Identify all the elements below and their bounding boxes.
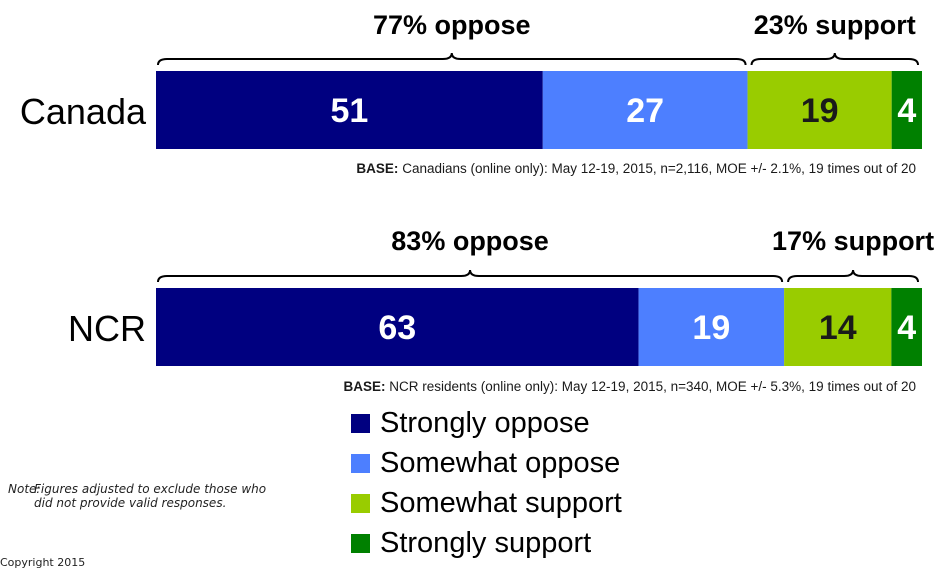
legend-label: Somewhat oppose — [380, 447, 620, 479]
bar-segment — [891, 288, 922, 366]
bar-segment — [891, 71, 922, 149]
data-label: 4 — [897, 309, 916, 347]
footnote-label: Note: — [8, 482, 41, 496]
bar-segment — [156, 288, 639, 366]
oppose-brace — [157, 269, 784, 283]
footnote-text: Figures adjusted to exclude those who di… — [34, 482, 267, 510]
category-label: Canada — [20, 91, 147, 132]
legend-swatch — [351, 494, 370, 513]
support-total-label: 17% support — [772, 226, 934, 256]
footnote: Note: Figures adjusted to exclude those … — [8, 482, 288, 510]
category-label: NCR — [68, 308, 146, 349]
base-note: BASE: NCR residents (online only): May 1… — [343, 379, 916, 394]
oppose-total-label: 77% oppose — [373, 10, 531, 40]
bar-segment — [156, 71, 543, 149]
legend-swatch — [351, 414, 370, 433]
copyright-text: Copyright 2015 — [0, 556, 86, 569]
data-label: 19 — [801, 92, 839, 130]
oppose-brace — [157, 52, 747, 66]
data-label: 63 — [378, 309, 416, 347]
data-label: 19 — [692, 309, 730, 347]
data-label: 14 — [819, 309, 857, 347]
legend-label: Somewhat support — [380, 487, 622, 519]
legend-label: Strongly support — [380, 527, 591, 559]
legend-swatch — [351, 454, 370, 473]
bar-segment — [638, 288, 785, 366]
legend-label: Strongly oppose — [380, 407, 590, 439]
bar-segment — [542, 71, 748, 149]
data-label: 27 — [626, 92, 664, 130]
legend-swatch — [351, 534, 370, 553]
base-note-text: NCR residents (online only): May 12-19, … — [385, 379, 916, 394]
oppose-total-label: 83% oppose — [391, 226, 549, 256]
data-label: 4 — [897, 92, 916, 130]
bar-segment — [747, 71, 892, 149]
base-note-label: BASE: — [343, 379, 385, 394]
support-brace — [787, 269, 919, 283]
support-total-label: 23% support — [754, 10, 916, 40]
base-note-label: BASE: — [356, 161, 398, 176]
base-note-text: Canadians (online only): May 12-19, 2015… — [398, 161, 916, 176]
bar-segment — [784, 288, 892, 366]
base-note: BASE: Canadians (online only): May 12-19… — [356, 161, 916, 176]
support-brace — [750, 52, 919, 66]
data-label: 51 — [330, 92, 368, 130]
